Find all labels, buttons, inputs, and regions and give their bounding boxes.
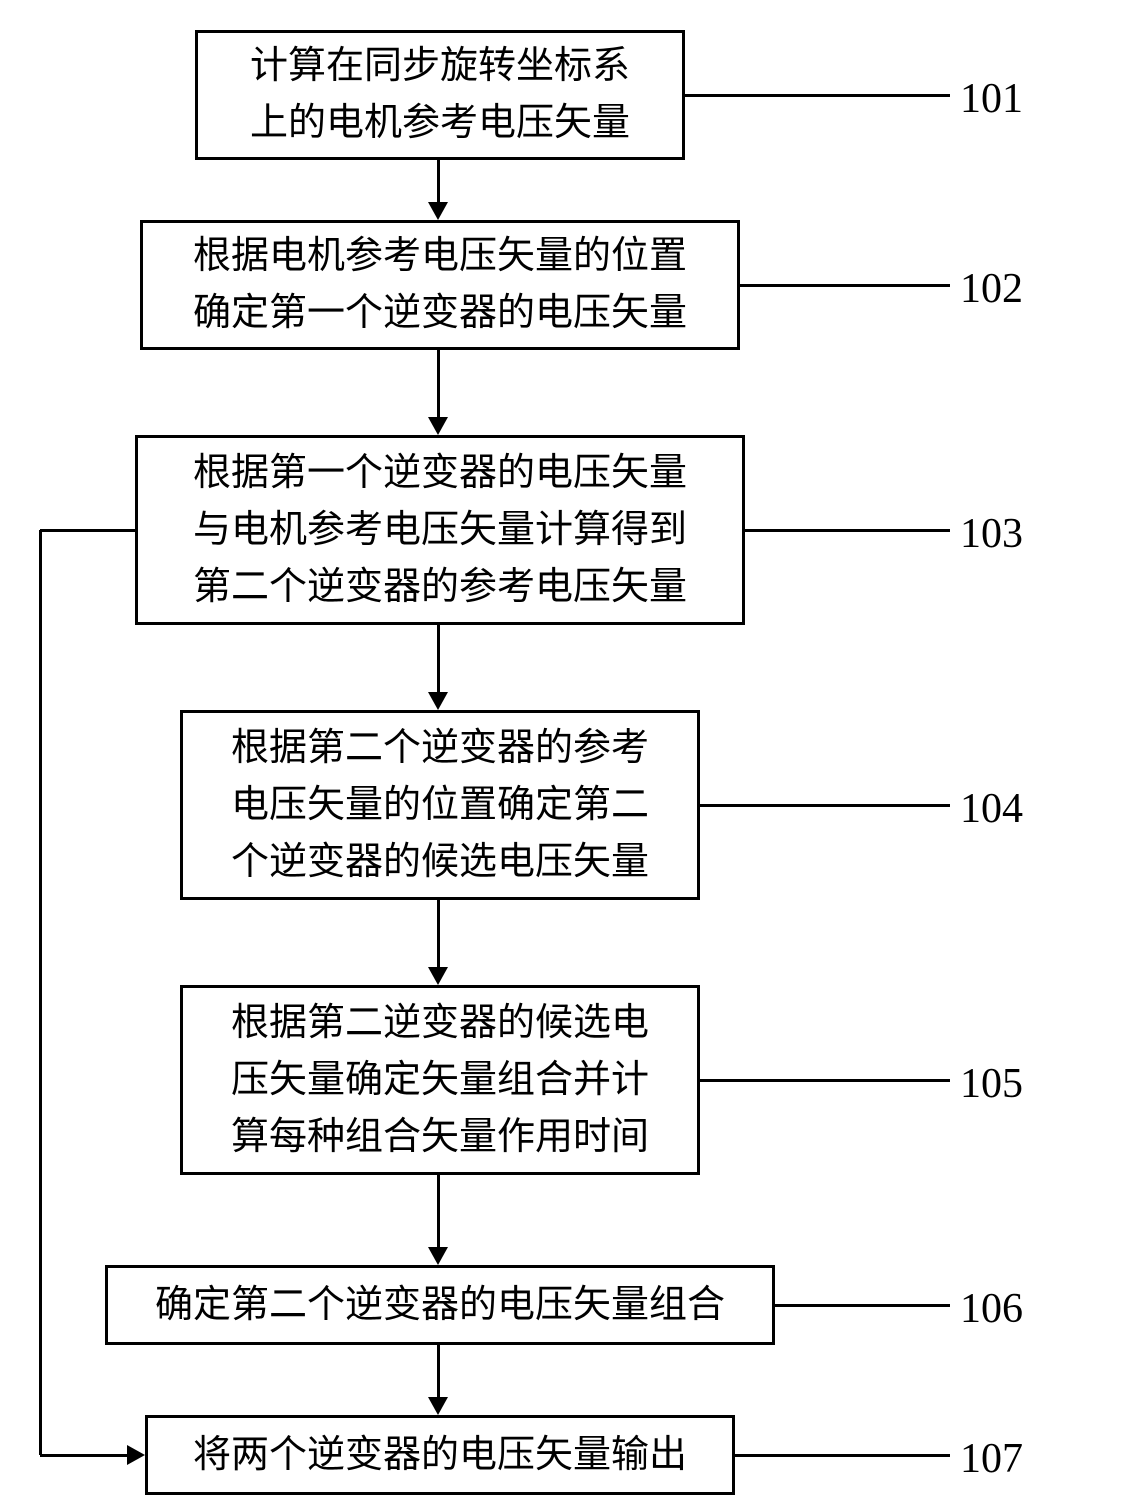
- node-text: 根据第一个逆变器的电压矢量与电机参考电压矢量计算得到第二个逆变器的参考电压矢量: [193, 445, 687, 616]
- flowchart-node-101: 计算在同步旋转坐标系上的电机参考电压矢量: [195, 30, 685, 160]
- node-text: 根据第二逆变器的候选电压矢量确定矢量组合并计算每种组合矢量作用时间: [231, 995, 649, 1166]
- feedback-line: [40, 529, 135, 532]
- arrow-line: [437, 1345, 440, 1399]
- flowchart-node-106: 确定第二个逆变器的电压矢量组合: [105, 1265, 775, 1345]
- feedback-line: [39, 530, 42, 1455]
- flowchart-node-103: 根据第一个逆变器的电压矢量与电机参考电压矢量计算得到第二个逆变器的参考电压矢量: [135, 435, 745, 625]
- node-text: 确定第二个逆变器的电压矢量组合: [155, 1277, 725, 1334]
- node-text: 根据电机参考电压矢量的位置确定第一个逆变器的电压矢量: [193, 228, 687, 342]
- label-connector: [685, 94, 950, 97]
- label-connector: [745, 529, 950, 532]
- flowchart-node-105: 根据第二逆变器的候选电压矢量确定矢量组合并计算每种组合矢量作用时间: [180, 985, 700, 1175]
- arrow-head-icon: [428, 1247, 448, 1265]
- label-connector: [740, 284, 950, 287]
- node-text: 计算在同步旋转坐标系上的电机参考电压矢量: [250, 38, 630, 152]
- arrow-head-icon: [428, 692, 448, 710]
- arrow-head-icon: [428, 202, 448, 220]
- label-connector: [700, 804, 950, 807]
- label-connector: [700, 1079, 950, 1082]
- arrow-line: [437, 900, 440, 969]
- label-connector: [735, 1454, 950, 1457]
- arrow-line: [437, 160, 440, 204]
- node-label-106: 106: [960, 1285, 1023, 1333]
- feedback-line: [40, 1454, 129, 1457]
- node-label-104: 104: [960, 785, 1023, 833]
- node-label-102: 102: [960, 265, 1023, 313]
- arrow-head-icon: [428, 417, 448, 435]
- node-label-105: 105: [960, 1060, 1023, 1108]
- arrow-head-icon: [428, 1397, 448, 1415]
- arrow-line: [437, 1175, 440, 1249]
- label-connector: [775, 1304, 950, 1307]
- node-label-107: 107: [960, 1435, 1023, 1483]
- arrow-head-icon: [428, 967, 448, 985]
- arrow-head-icon: [127, 1445, 145, 1465]
- flowchart-node-107: 将两个逆变器的电压矢量输出: [145, 1415, 735, 1495]
- arrow-line: [437, 625, 440, 694]
- node-label-101: 101: [960, 75, 1023, 123]
- node-text: 将两个逆变器的电压矢量输出: [193, 1427, 687, 1484]
- arrow-line: [437, 350, 440, 419]
- node-label-103: 103: [960, 510, 1023, 558]
- flowchart-node-104: 根据第二个逆变器的参考电压矢量的位置确定第二个逆变器的候选电压矢量: [180, 710, 700, 900]
- flowchart-node-102: 根据电机参考电压矢量的位置确定第一个逆变器的电压矢量: [140, 220, 740, 350]
- node-text: 根据第二个逆变器的参考电压矢量的位置确定第二个逆变器的候选电压矢量: [231, 720, 649, 891]
